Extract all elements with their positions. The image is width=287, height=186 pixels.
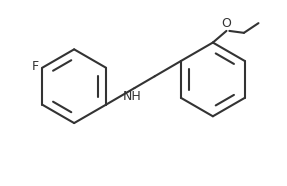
Text: NH: NH: [123, 90, 142, 103]
Text: F: F: [32, 60, 39, 73]
Text: O: O: [222, 17, 231, 30]
